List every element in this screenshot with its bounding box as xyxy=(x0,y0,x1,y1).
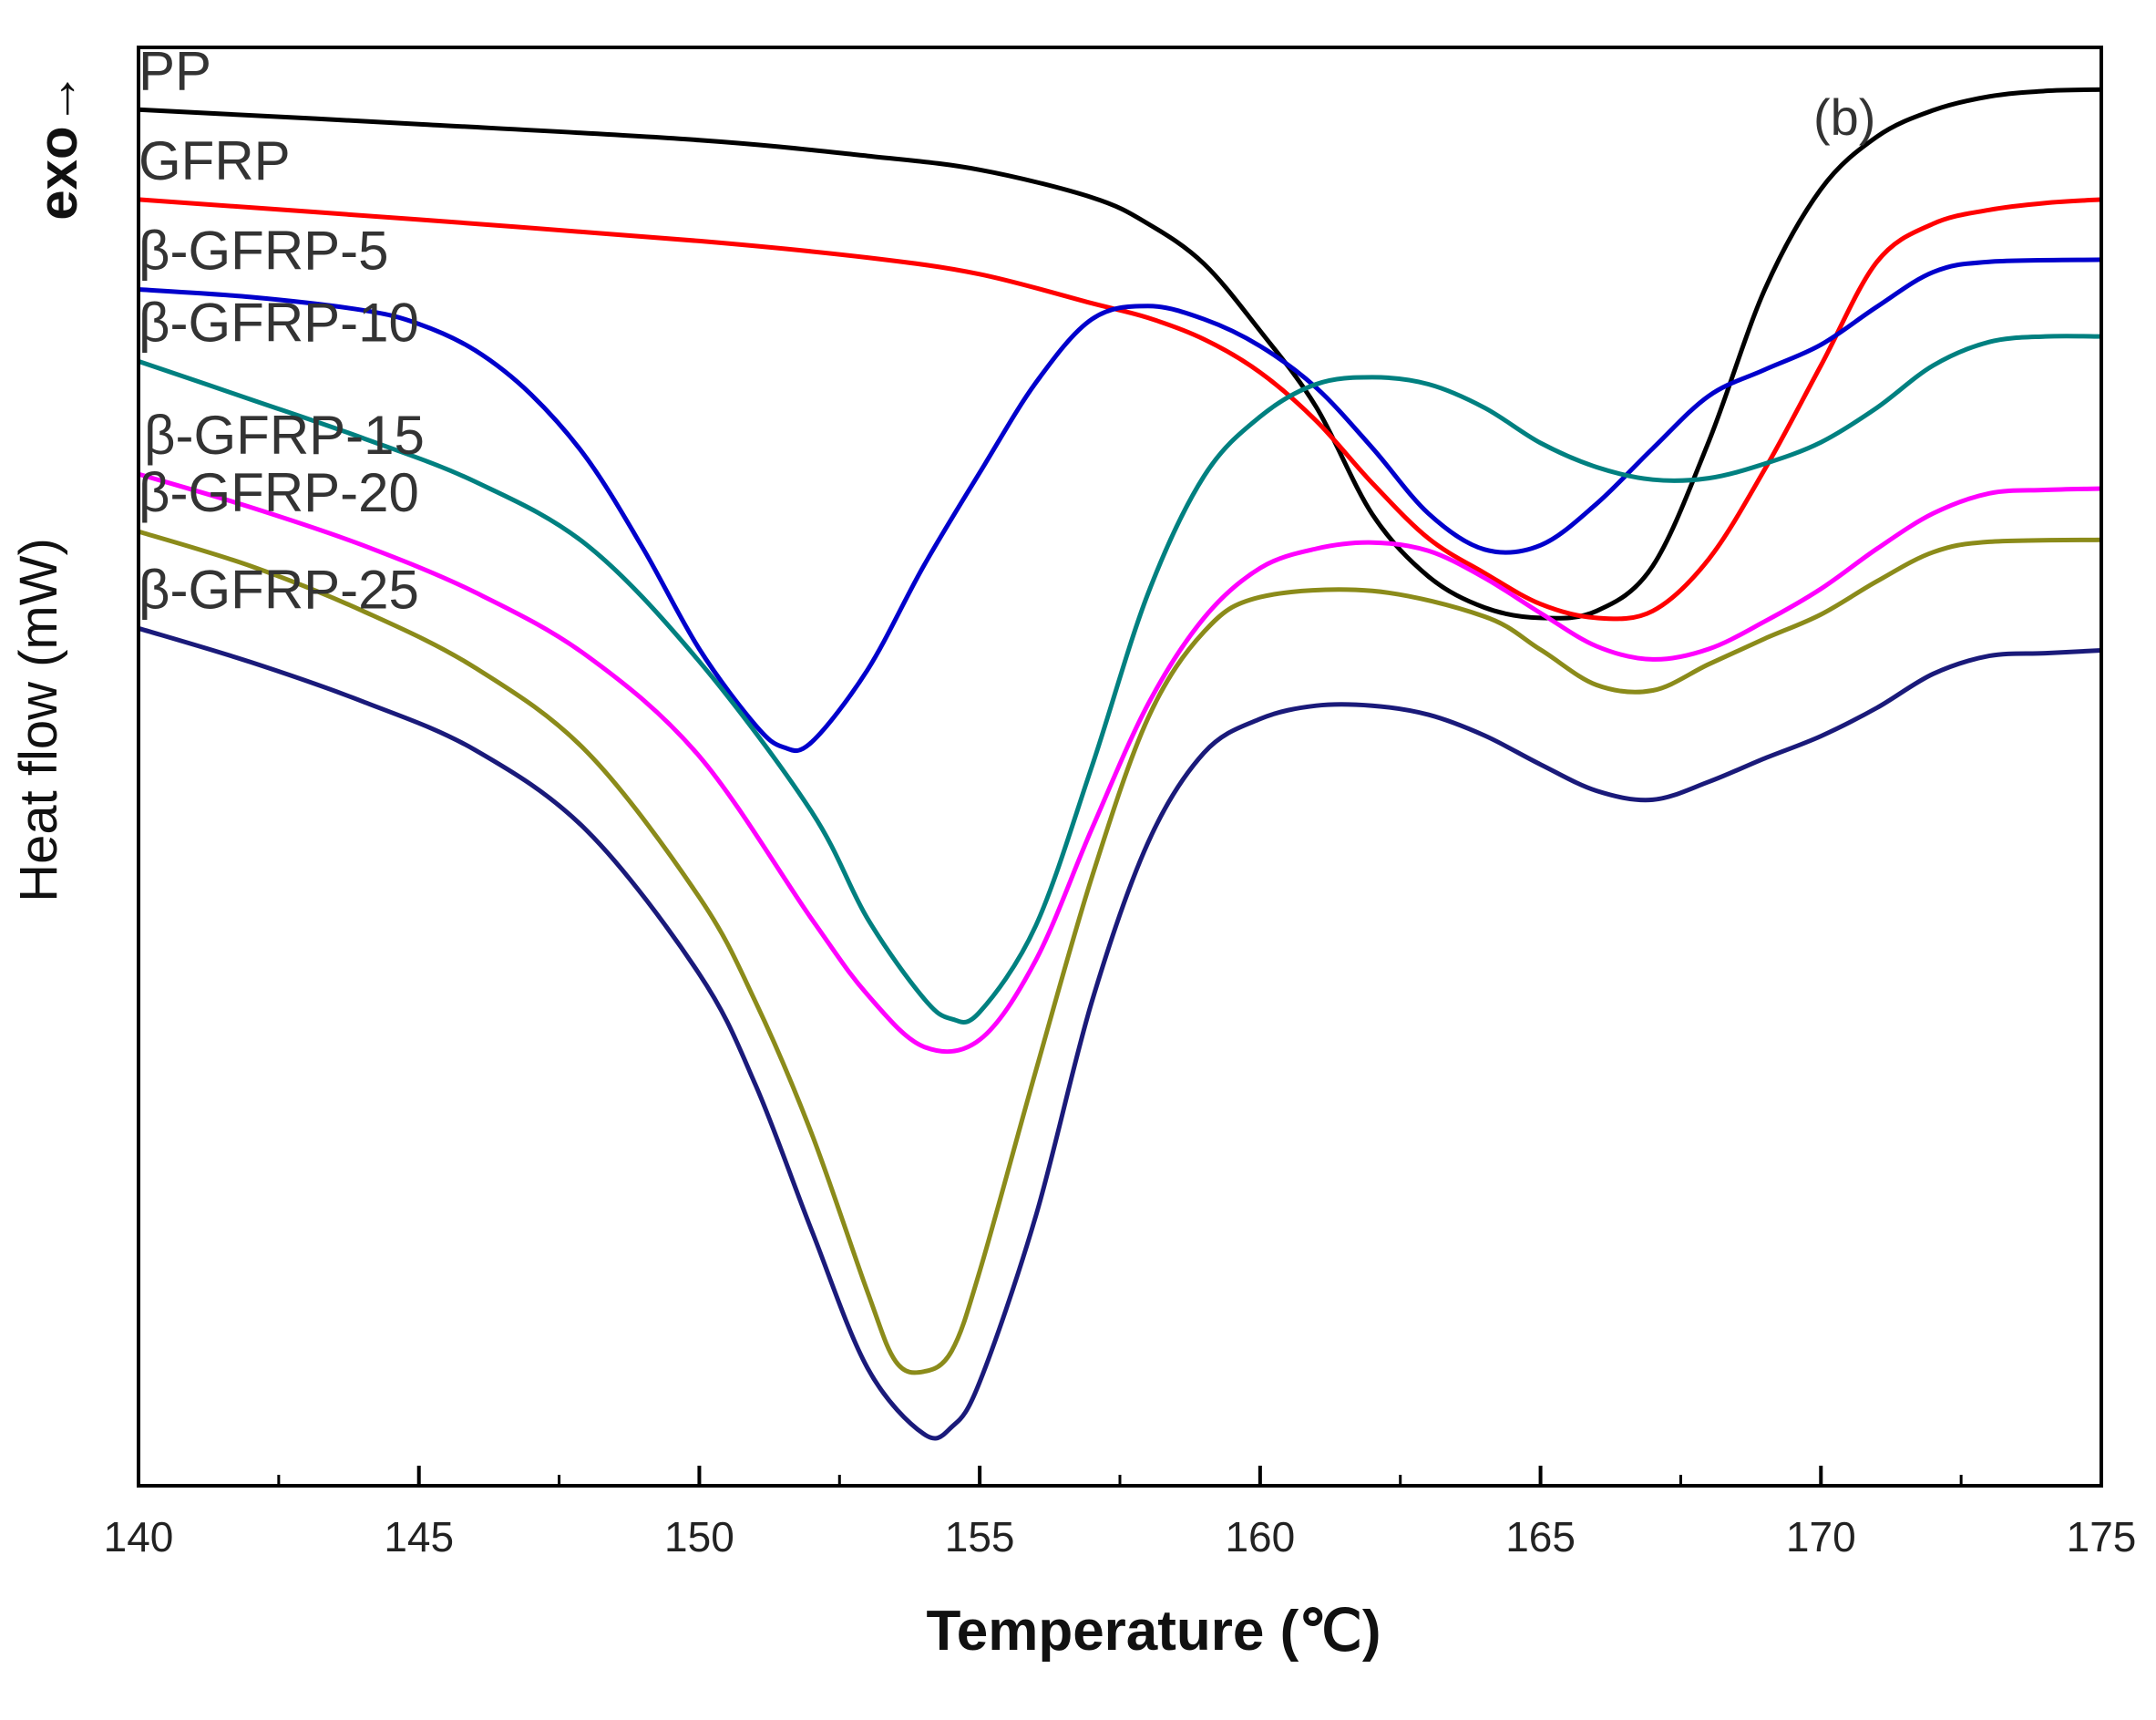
series-label-2: GFRP xyxy=(139,130,291,191)
series-line-5 xyxy=(138,471,2102,1055)
panel-label: (b) xyxy=(1813,88,1875,146)
x-tick-label: 170 xyxy=(1786,1513,1856,1560)
series-label-1: PP xyxy=(139,40,211,101)
series-label-3: β-GFRP-5 xyxy=(139,221,389,282)
series-line-3 xyxy=(138,257,2102,754)
x-tick-label: 160 xyxy=(1225,1513,1295,1560)
x-tick-label: 145 xyxy=(384,1513,454,1560)
x-tick-label: 150 xyxy=(664,1513,734,1560)
series-label-7: β-GFRP-25 xyxy=(139,559,419,620)
series-label-6: β-GFRP-20 xyxy=(139,462,419,523)
x-tick-label: 140 xyxy=(104,1513,174,1560)
series-labels: PPGFRPβ-GFRP-5β-GFRP-10β-GFRP-15β-GFRP-2… xyxy=(139,40,425,620)
x-axis-ticks: 140 145 150 155 160 165 170 175 xyxy=(104,1466,2137,1560)
series-line-1 xyxy=(138,87,2102,621)
x-tick-label: 175 xyxy=(2067,1513,2137,1560)
x-tick-label: 155 xyxy=(945,1513,1015,1560)
series-label-4: β-GFRP-10 xyxy=(139,292,419,353)
series-line-4 xyxy=(138,334,2102,1025)
series-line-2 xyxy=(138,197,2102,622)
series-line-7 xyxy=(138,625,2102,1441)
exo-direction-label: exo→ xyxy=(27,71,88,220)
series-label-5: β-GFRP-15 xyxy=(144,405,425,466)
series-line-6 xyxy=(138,529,2102,1375)
x-axis-title: Temperature (℃) xyxy=(926,1600,1381,1663)
x-tick-label: 165 xyxy=(1505,1513,1576,1560)
series-layer xyxy=(138,87,2102,1441)
y-axis-title: Heat flow (mW) xyxy=(9,538,68,902)
